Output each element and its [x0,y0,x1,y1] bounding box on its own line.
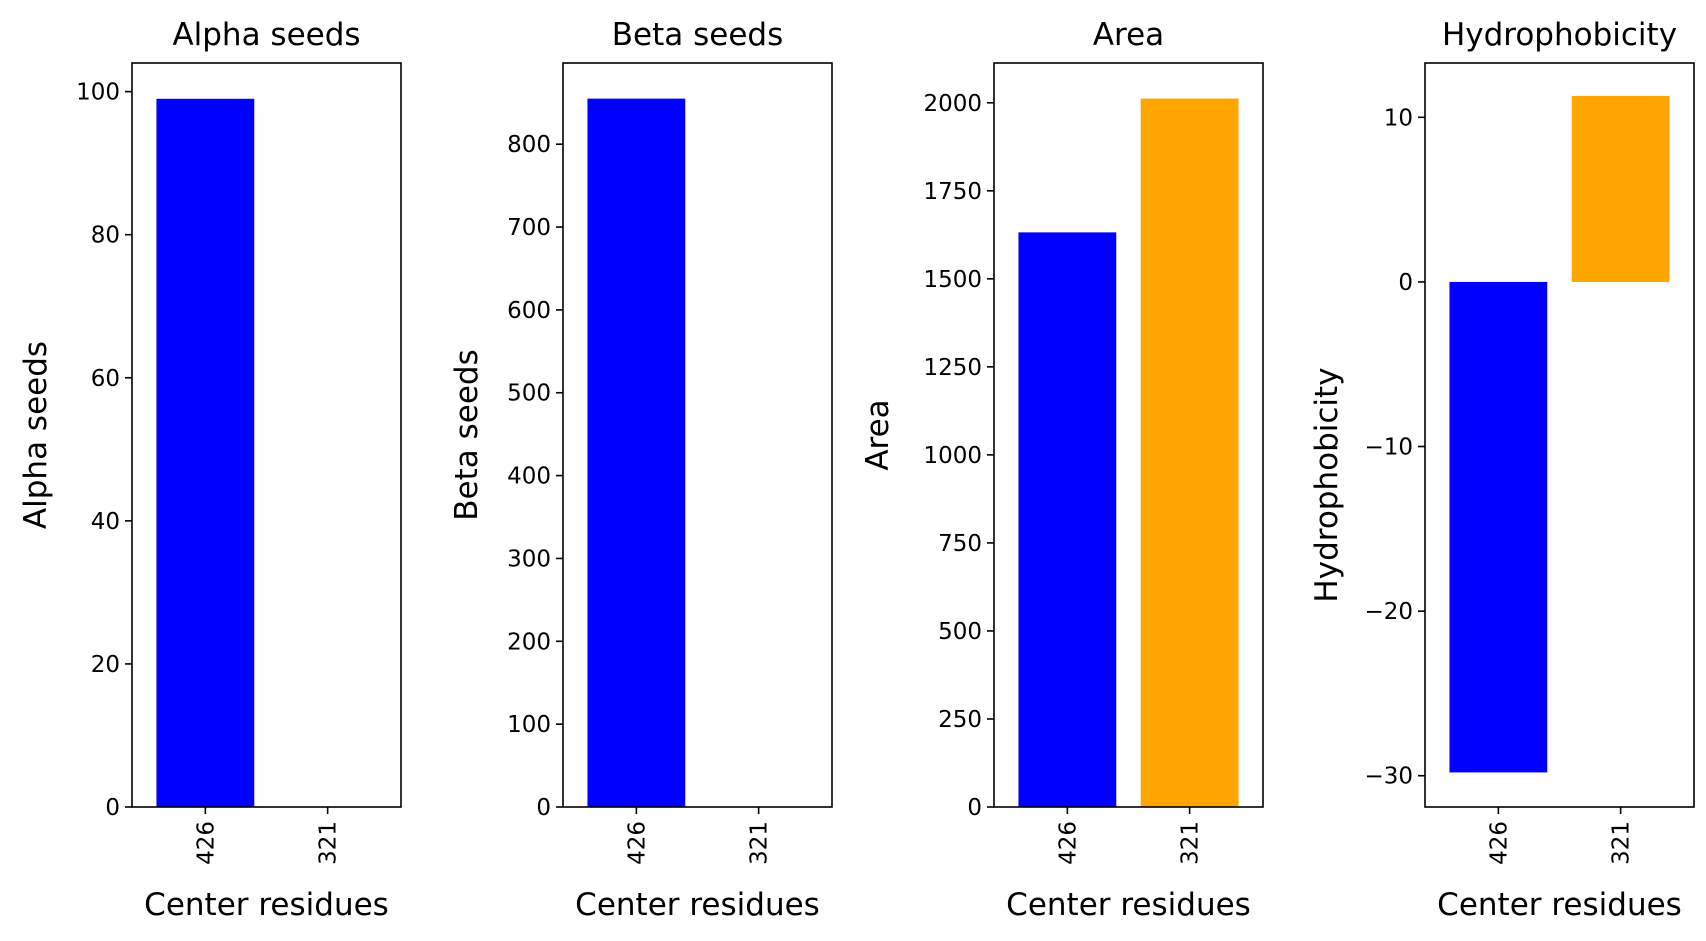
y-tick-label-beta-seeds-4: 400 [507,464,551,490]
x-tick-label-hydrophobicity-426: 426 [1486,821,1512,865]
y-tick-label-hydrophobicity-1: −20 [1364,599,1413,625]
y-tick-label-area-0: 0 [967,795,982,821]
bar-hydrophobicity-426 [1449,281,1548,773]
axes-frame-alpha-seeds [131,62,402,808]
y-tick-label-beta-seeds-5: 500 [507,381,551,407]
y-tick-label-beta-seeds-8: 800 [507,132,551,158]
y-tick-label-alpha-seeds-4: 80 [91,223,120,249]
axes-frame-area [993,62,1264,808]
y-tick-label-beta-seeds-2: 200 [507,629,551,655]
x-axis-label-area: Center residues [1006,887,1251,923]
x-tick-label-beta-seeds-321: 321 [747,821,773,865]
y-tick-label-area-3: 750 [938,531,982,557]
y-tick-label-beta-seeds-1: 100 [507,712,551,738]
x-tick-label-area-321: 321 [1178,821,1204,865]
x-tick-label-area-426: 426 [1055,821,1081,865]
y-tick-label-hydrophobicity-0: −30 [1364,764,1413,790]
panel-alpha-seeds: 0 20 40 60 80 100 426 321 Alpha seeds Center resi… [18,17,402,923]
y-tick-label-area-4: 1000 [923,443,982,469]
bar-area-426 [1018,232,1117,808]
panel-area: 0 250 500 750 1000 1250 1500 1750 2000 426 321 Area… [860,17,1264,923]
y-tick-label-hydrophobicity-2: −10 [1364,435,1413,461]
y-tick-label-alpha-seeds-0: 0 [105,795,120,821]
chart-title-hydrophobicity: Hydrophobicity [1442,17,1677,53]
bar-hydrophobicity-321 [1571,95,1670,282]
y-tick-label-area-7: 1750 [923,179,982,205]
y-tick-label-area-1: 250 [938,707,982,733]
y-tick-label-hydrophobicity-4: 10 [1384,105,1413,131]
y-axis-label-hydrophobicity: Hydrophobicity [1309,367,1345,602]
y-axis-label-alpha-seeds: Alpha seeds [18,341,54,529]
y-tick-label-alpha-seeds-1: 20 [91,652,120,678]
chart-title-beta-seeds: Beta seeds [612,17,783,53]
y-tick-label-beta-seeds-6: 600 [507,298,551,324]
y-tick-label-alpha-seeds-3: 60 [91,366,120,392]
y-tick-label-beta-seeds-7: 700 [507,215,551,241]
x-axis-label-beta-seeds: Center residues [575,887,820,923]
x-tick-label-alpha-seeds-321: 321 [316,821,342,865]
y-tick-label-area-2: 500 [938,619,982,645]
x-tick-label-beta-seeds-426: 426 [624,821,650,865]
x-tick-label-alpha-seeds-426: 426 [193,821,219,865]
panel-beta-seeds: 0 100 200 300 400 500 600 700 800 426 321 Beta seed… [449,17,833,923]
x-axis-label-alpha-seeds: Center residues [144,887,389,923]
y-tick-label-area-6: 1500 [923,267,982,293]
bar-area-321 [1140,98,1239,807]
y-tick-label-alpha-seeds-5: 100 [76,80,120,106]
x-axis-label-hydrophobicity: Center residues [1437,887,1682,923]
chart-title-alpha-seeds: Alpha seeds [172,17,360,53]
x-tick-label-hydrophobicity-321: 321 [1609,821,1635,865]
y-tick-label-hydrophobicity-3: 0 [1398,270,1413,296]
y-tick-label-beta-seeds-0: 0 [536,795,551,821]
panel-hydrophobicity: −30 −20 −10 0 10 426 321 Hydrophobicity Center r… [1309,17,1695,923]
y-tick-label-beta-seeds-3: 300 [507,546,551,572]
y-tick-label-alpha-seeds-2: 40 [91,509,120,535]
y-axis-label-area: Area [860,399,896,470]
y-axis-label-beta-seeds: Beta seeds [449,349,485,520]
bar-alpha-seeds-426 [156,98,255,807]
chart-title-area: Area [1093,17,1164,53]
bar-beta-seeds-426 [587,98,686,807]
axes-frame-hydrophobicity [1424,62,1695,808]
y-tick-label-area-5: 1250 [923,355,982,381]
axes-frame-beta-seeds [562,62,833,808]
y-tick-label-area-8: 2000 [923,91,982,117]
